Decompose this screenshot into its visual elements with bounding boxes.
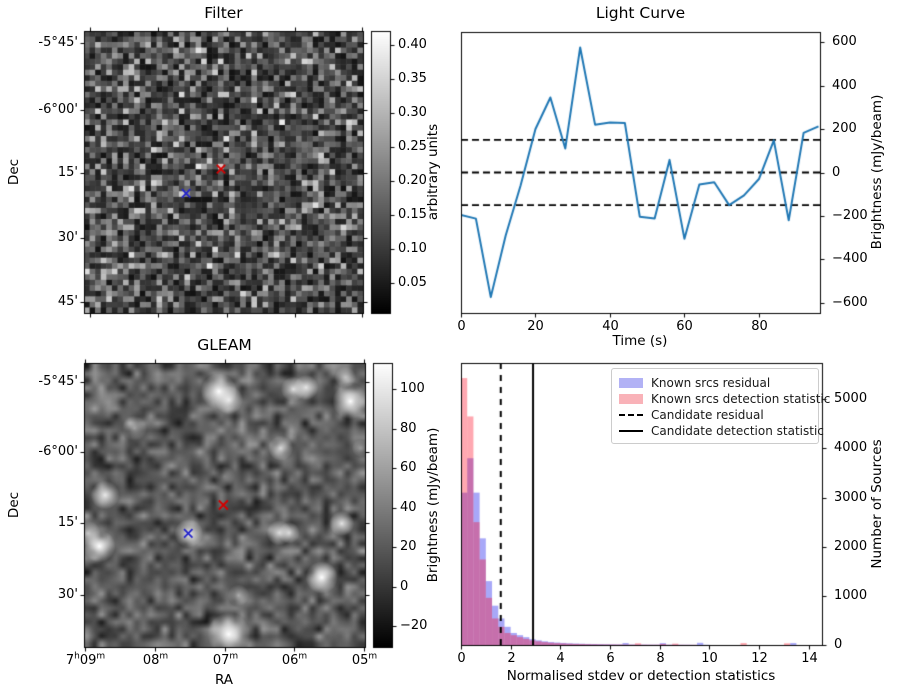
gleam-title: GLEAM [197, 336, 252, 354]
gleam-colorbar-tick-label: 60 [400, 459, 417, 475]
light-curve-y-axis-label: Brightness (mJy/beam) [869, 94, 885, 250]
light-curve-y-tick-label: 200 [832, 120, 857, 136]
solid-line-icon [619, 429, 643, 432]
filter-colorbar-tick-label: 0.20 [398, 172, 427, 188]
legend-swatch-known-residual [619, 377, 643, 388]
filter-colorbar-tick-label: 0.25 [398, 138, 427, 154]
filter-title: Filter [204, 4, 243, 22]
histogram-y-tick-label: 5000 [834, 390, 868, 406]
light-curve-x-tick-label: 40 [602, 319, 619, 334]
light-curve-y-tick-label: 400 [832, 77, 857, 93]
legend-row-known-detection: Known srcs detection statistic [619, 391, 830, 406]
gleam-colorbar-tick-label: 0 [400, 578, 409, 594]
gleam-dec-axis-label: Dec [6, 491, 22, 519]
filter-dec-tick-label: 45' [57, 293, 78, 309]
light-curve-y-tick-label: −600 [832, 294, 868, 310]
filter-dec-tick-label: 15' [57, 164, 78, 180]
gleam-dec-tick-label: 30' [57, 586, 78, 602]
gleam-ra-tick-label: 05m [351, 651, 378, 668]
filter-colorbar-label: arbitrary units [425, 123, 441, 221]
histogram-x-tick-label: 0 [457, 651, 466, 666]
filter-dec-tick-label: -5°45' [38, 34, 78, 50]
light-curve-y-tick-label: 600 [832, 33, 857, 49]
filter-colorbar-tick-label: 0.35 [398, 70, 427, 86]
gleam-dec-tick-label: -5°45' [38, 373, 78, 389]
filter-colorbar-tick-label: 0.40 [398, 36, 427, 52]
gleam-dec-tick-label: -6°00' [38, 443, 78, 459]
histogram-x-tick-label: 10 [701, 651, 718, 666]
histogram-y-axis-label: Number of Sources [869, 439, 885, 569]
light-curve-x-tick-label: 80 [751, 319, 768, 334]
legend-swatch-known-detection [619, 393, 643, 404]
gleam-colorbar-tick-label: 20 [400, 538, 417, 554]
filter-dec-tick-label: 30' [57, 229, 78, 245]
filter-colorbar-tick-label: 0.30 [398, 104, 427, 120]
light-curve-x-tick-label: 0 [457, 319, 466, 334]
legend-label: Candidate residual [651, 407, 764, 422]
filter-colorbar-tick-label: 0.05 [398, 274, 427, 290]
gleam-ra-axis-label: RA [214, 672, 234, 688]
gleam-colorbar-tick-label: −20 [400, 617, 428, 633]
filter-dec-tick-label: -6°00' [38, 101, 78, 117]
legend-label: Known srcs residual [651, 375, 771, 390]
gleam-ra-tick-label: 7h09m [65, 651, 106, 668]
light-curve-y-tick-label: −400 [832, 250, 868, 266]
histogram-y-tick-label: 3000 [834, 489, 868, 505]
histogram-x-tick-label: 2 [507, 651, 516, 666]
light-curve-y-tick-label: −200 [832, 207, 868, 223]
filter-colorbar-tick-label: 0.15 [398, 206, 427, 222]
gleam-colorbar-tick-label: 80 [400, 420, 417, 436]
gleam-dec-tick-label: 15' [57, 514, 78, 530]
histogram-x-tick-label: 8 [656, 651, 665, 666]
histogram-legend: Known srcs residual Known srcs detection… [611, 368, 830, 444]
filter-colorbar-tick-label: 0.10 [398, 240, 427, 256]
gleam-colorbar-tick-label: 40 [400, 499, 417, 515]
gleam-ra-tick-label: 06m [281, 651, 308, 668]
legend-label: Candidate detection statistic [651, 423, 824, 438]
legend-label: Known srcs detection statistic [651, 391, 831, 406]
gleam-ra-tick-label: 07m [212, 651, 239, 668]
light-curve-x-tick-label: 20 [527, 319, 544, 334]
light-curve-x-axis-label: Time (s) [612, 333, 668, 349]
light-curve-title: Light Curve [595, 4, 686, 22]
light-curve-y-tick-label: 0 [832, 164, 841, 180]
histogram-x-tick-label: 12 [751, 651, 768, 666]
legend-row-candidate-detection: Candidate detection statistic [619, 423, 824, 438]
histogram-x-tick-label: 4 [556, 651, 565, 666]
histogram-y-tick-label: 2000 [834, 538, 868, 554]
histogram-x-tick-label: 14 [801, 651, 818, 666]
histogram-x-tick-label: 6 [606, 651, 615, 666]
dashed-line-icon [619, 413, 643, 416]
legend-row-candidate-residual: Candidate residual [619, 407, 811, 422]
legend-row-known-residual: Known srcs residual [619, 375, 811, 390]
histogram-y-tick-label: 4000 [834, 439, 868, 455]
light-curve-x-tick-label: 60 [676, 319, 693, 334]
gleam-colorbar-tick-label: 100 [400, 380, 425, 396]
histogram-x-axis-label: Normalised stdev or detection statistics [506, 668, 776, 684]
histogram-y-tick-label: 1000 [834, 587, 868, 603]
gleam-ra-tick-label: 08m [142, 651, 169, 668]
histogram-y-tick-label: 0 [834, 636, 843, 652]
gleam-colorbar-label: Brightness (mJy/beam) [425, 427, 441, 583]
